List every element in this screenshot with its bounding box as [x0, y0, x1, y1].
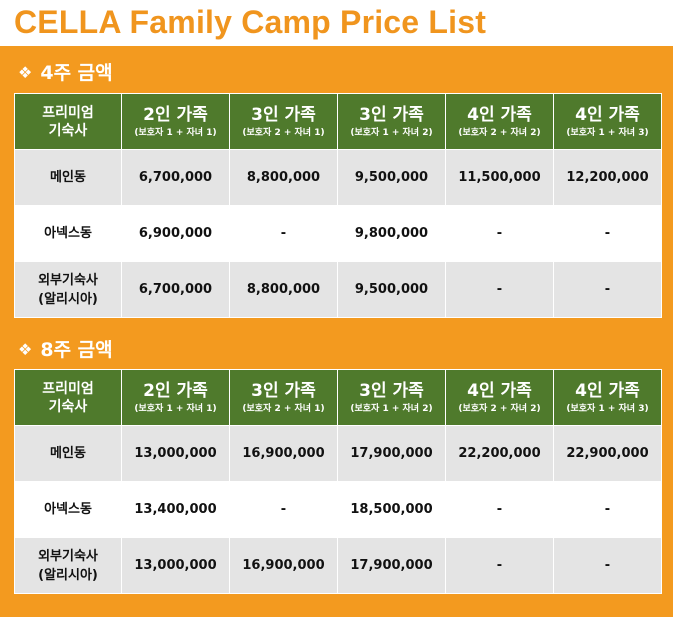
column-header: 3인 가족 (보호자 2 + 자녀 1) — [229, 93, 338, 150]
column-header-main: 3인 가족 — [251, 104, 316, 125]
price-cell: 22,900,000 — [553, 425, 662, 482]
row-label: 아넥스동 — [14, 481, 122, 538]
column-header-main: 4인 가족 — [467, 380, 532, 401]
row-label-line2: (알리시아) — [38, 291, 98, 307]
price-cell: - — [553, 481, 662, 538]
column-header: 2인 가족 (보호자 1 + 자녀 1) — [121, 369, 230, 426]
price-cell: - — [445, 537, 554, 594]
row-label: 외부기숙사 (알리시아) — [14, 261, 122, 318]
column-header: 4인 가족 (보호자 2 + 자녀 2) — [445, 93, 554, 150]
table-header-row: 프리미엄 기숙사 2인 가족 (보호자 1 + 자녀 1) 3인 가족 (보호자 2… — [14, 369, 662, 426]
column-header: 4인 가족 (보호자 2 + 자녀 2) — [445, 369, 554, 426]
table-row: 메인동 6,700,000 8,800,000 9,500,000 11,500… — [14, 149, 662, 206]
price-cell: 6,700,000 — [121, 149, 230, 206]
corner-line1: 프리미엄 — [42, 104, 94, 121]
column-header-main: 2인 가족 — [143, 104, 208, 125]
price-cell: - — [553, 537, 662, 594]
column-header-main: 4인 가족 — [467, 104, 532, 125]
row-label-line1: 외부기숙사 — [38, 272, 98, 288]
row-label-line1: 아넥스동 — [44, 226, 92, 241]
diamond-bullet-icon: ❖ — [18, 63, 33, 82]
column-header: 2인 가족 (보호자 1 + 자녀 1) — [121, 93, 230, 150]
corner-line1: 프리미엄 — [42, 380, 94, 397]
price-cell: - — [445, 261, 554, 318]
price-cell: - — [445, 205, 554, 262]
price-cell: 8,800,000 — [229, 149, 338, 206]
corner-line2: 기숙사 — [48, 122, 88, 139]
column-header-main: 3인 가족 — [359, 104, 424, 125]
column-header-sub: (보호자 2 + 자녀 1) — [242, 403, 325, 414]
table-row: 외부기숙사 (알리시아) 6,700,000 8,800,000 9,500,00… — [14, 261, 662, 318]
table-header-row: 프리미엄 기숙사 2인 가족 (보호자 1 + 자녀 1) 3인 가족 (보호자 2… — [14, 93, 662, 150]
row-label-line1: 외부기숙사 — [38, 548, 98, 564]
section-heading-text: 4주 금액 — [40, 62, 113, 84]
corner-header: 프리미엄 기숙사 — [14, 369, 122, 426]
price-cell: 13,400,000 — [121, 481, 230, 538]
price-cell: 12,200,000 — [553, 149, 662, 206]
price-table-8week: 프리미엄 기숙사 2인 가족 (보호자 1 + 자녀 1) 3인 가족 (보호자 2… — [14, 369, 662, 594]
diamond-bullet-icon: ❖ — [18, 340, 33, 359]
column-header-sub: (보호자 1 + 자녀 2) — [350, 127, 433, 138]
table-row: 메인동 13,000,000 16,900,000 17,900,000 22,… — [14, 425, 662, 482]
column-header-sub: (보호자 2 + 자녀 2) — [458, 127, 541, 138]
corner-line2: 기숙사 — [48, 398, 88, 415]
row-label-line1: 메인동 — [50, 446, 86, 461]
column-header-sub: (보호자 1 + 자녀 3) — [566, 127, 649, 138]
price-cell: - — [229, 205, 338, 262]
column-header-sub: (보호자 1 + 자녀 3) — [566, 403, 649, 414]
column-header: 4인 가족 (보호자 1 + 자녀 3) — [553, 93, 662, 150]
row-label-line1: 아넥스동 — [44, 502, 92, 517]
row-label: 외부기숙사 (알리시아) — [14, 537, 122, 594]
table-row: 외부기숙사 (알리시아) 13,000,000 16,900,000 17,900… — [14, 537, 662, 594]
price-cell: 13,000,000 — [121, 425, 230, 482]
price-table-4week: 프리미엄 기숙사 2인 가족 (보호자 1 + 자녀 1) 3인 가족 (보호자 2… — [14, 93, 662, 318]
corner-header: 프리미엄 기숙사 — [14, 93, 122, 150]
price-cell: 17,900,000 — [337, 425, 446, 482]
price-cell: - — [553, 205, 662, 262]
column-header: 4인 가족 (보호자 1 + 자녀 3) — [553, 369, 662, 426]
column-header-main: 3인 가족 — [251, 380, 316, 401]
price-cell: - — [445, 481, 554, 538]
price-cell: 9,500,000 — [337, 149, 446, 206]
row-label-line2: (알리시아) — [38, 567, 98, 583]
column-header-sub: (보호자 2 + 자녀 2) — [458, 403, 541, 414]
price-cell: 17,900,000 — [337, 537, 446, 594]
row-label: 메인동 — [14, 425, 122, 482]
column-header-sub: (보호자 2 + 자녀 1) — [242, 127, 325, 138]
price-cell: - — [553, 261, 662, 318]
price-cell: - — [229, 481, 338, 538]
table-row: 아넥스동 13,400,000 - 18,500,000 - - — [14, 481, 662, 538]
column-header-main: 4인 가족 — [575, 380, 640, 401]
column-header-main: 2인 가족 — [143, 380, 208, 401]
column-header-sub: (보호자 1 + 자녀 2) — [350, 403, 433, 414]
column-header: 3인 가족 (보호자 1 + 자녀 2) — [337, 93, 446, 150]
price-cell: 9,800,000 — [337, 205, 446, 262]
column-header-main: 4인 가족 — [575, 104, 640, 125]
price-cell: 22,200,000 — [445, 425, 554, 482]
column-header: 3인 가족 (보호자 1 + 자녀 2) — [337, 369, 446, 426]
title-bar: CELLA Family Camp Price List — [0, 0, 673, 46]
row-label: 아넥스동 — [14, 205, 122, 262]
section-heading-text: 8주 금액 — [40, 339, 113, 361]
price-cell: 16,900,000 — [229, 537, 338, 594]
price-cell: 13,000,000 — [121, 537, 230, 594]
price-cell: 6,700,000 — [121, 261, 230, 318]
page-title: CELLA Family Camp Price List — [14, 4, 487, 40]
price-cell: 6,900,000 — [121, 205, 230, 262]
price-cell: 16,900,000 — [229, 425, 338, 482]
price-cell: 11,500,000 — [445, 149, 554, 206]
column-header-sub: (보호자 1 + 자녀 1) — [134, 127, 217, 138]
row-label-line1: 메인동 — [50, 170, 86, 185]
row-label: 메인동 — [14, 149, 122, 206]
table-row: 아넥스동 6,900,000 - 9,800,000 - - — [14, 205, 662, 262]
price-cell: 18,500,000 — [337, 481, 446, 538]
price-cell: 9,500,000 — [337, 261, 446, 318]
column-header: 3인 가족 (보호자 2 + 자녀 1) — [229, 369, 338, 426]
column-header-main: 3인 가족 — [359, 380, 424, 401]
section-heading-4week: ❖ 4주 금액 — [18, 58, 113, 85]
section-heading-8week: ❖ 8주 금액 — [18, 335, 113, 362]
column-header-sub: (보호자 1 + 자녀 1) — [134, 403, 217, 414]
price-cell: 8,800,000 — [229, 261, 338, 318]
